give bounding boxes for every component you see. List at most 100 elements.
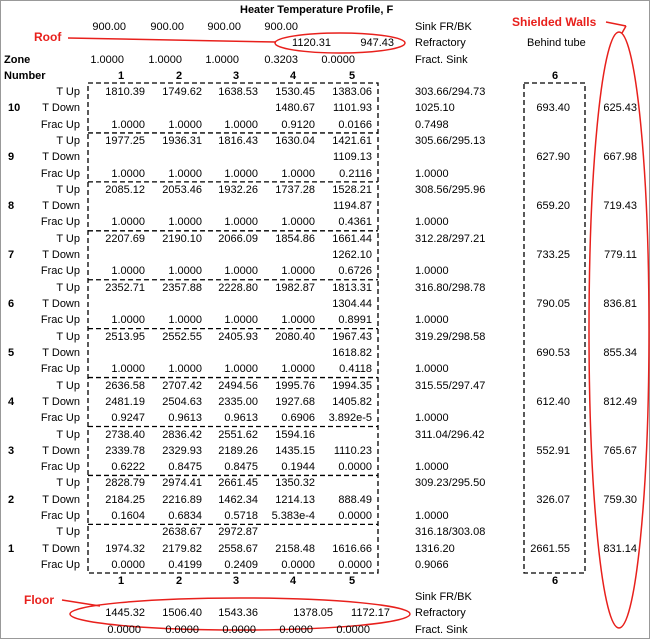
title: Heater Temperature Profile, F (240, 4, 394, 16)
value-cell: 1304.44 (332, 298, 372, 311)
zone-number: 9 (8, 151, 15, 164)
row-label: T Down (42, 542, 80, 555)
value-cell: 2066.09 (218, 232, 258, 245)
zone-number: 8 (8, 200, 15, 213)
column-number: 3 (232, 575, 240, 587)
value-cell: 2558.67 (218, 542, 258, 555)
value-cell: 2158.48 (275, 542, 315, 555)
value-cell: 0.8475 (168, 461, 202, 474)
zone-number: 3 (8, 444, 15, 457)
value-cell: 0.6726 (338, 265, 372, 278)
value-cell: 2638.67 (162, 526, 202, 539)
value-cell: 1.0000 (168, 265, 202, 278)
note: Behind tube (527, 37, 586, 49)
value-cell: 1.0000 (168, 167, 202, 180)
value-cell: 1506.40 (162, 607, 202, 619)
right-value: 0.7498 (415, 118, 449, 131)
col6-value: 790.05 (536, 298, 570, 311)
value-cell: 1.0000 (224, 167, 258, 180)
wall-value: 765.67 (603, 444, 637, 457)
column-number: 2 (175, 70, 183, 82)
value-cell: 0.6222 (111, 461, 145, 474)
value-cell: 2828.79 (105, 477, 145, 490)
value-cell: 1.0000 (224, 216, 258, 229)
row-label: Frac Up (40, 363, 80, 376)
row-label: Frac Up (40, 558, 80, 571)
value-cell: 0.2409 (224, 558, 258, 571)
row-label: T Down (42, 493, 80, 506)
right-value: 1.0000 (415, 265, 449, 278)
value-cell: 1594.16 (275, 428, 315, 441)
value-cell: 1.0000 (111, 216, 145, 229)
row-label: T Up (56, 232, 80, 245)
value-cell: 2494.56 (218, 379, 258, 392)
value-cell: 1120.31 (292, 37, 331, 49)
value-cell: 1995.76 (275, 379, 315, 392)
row-label: Fract. Sink (415, 624, 468, 636)
value-cell: 0.0000 (338, 461, 372, 474)
value-cell: 1.0000 (281, 363, 315, 376)
value-cell: 1.0000 (168, 216, 202, 229)
right-value: 308.56/295.96 (415, 183, 486, 196)
value-cell: 1618.82 (332, 346, 372, 359)
value-cell: 0.4361 (338, 216, 372, 229)
column-number: 4 (289, 70, 297, 82)
value-cell: 1462.34 (218, 493, 258, 506)
zone-number: 4 (8, 395, 15, 408)
column-number: 2 (175, 575, 183, 587)
right-value: 316.80/298.78 (415, 281, 486, 294)
roof-label: Roof (34, 30, 62, 44)
value-cell: 1378.05 (293, 607, 333, 619)
value-cell: 1480.67 (275, 102, 315, 115)
row-label: Frac Up (40, 412, 80, 425)
walls-pointer (605, 21, 627, 27)
row-label: T Up (56, 379, 80, 392)
value-cell: 2190.10 (162, 232, 202, 245)
value-cell: 1528.21 (332, 183, 372, 196)
value-cell: 0.9613 (224, 412, 258, 425)
right-value: 0.9066 (415, 558, 449, 571)
row-label: T Up (56, 183, 80, 196)
value-cell: 2738.40 (105, 428, 145, 441)
right-value: 1.0000 (415, 167, 449, 180)
value-cell: 1932.26 (218, 183, 258, 196)
column-number: 5 (348, 575, 356, 587)
value-cell: 1.0000 (148, 54, 182, 66)
row-label: T Down (42, 346, 80, 359)
value-cell: 2504.63 (162, 395, 202, 408)
col6-value: 326.07 (536, 493, 570, 506)
wall-value: 812.49 (603, 395, 637, 408)
value-cell: 0.6834 (168, 510, 202, 523)
right-value: 1316.20 (415, 542, 455, 555)
right-value: 303.66/294.73 (415, 86, 486, 98)
value-cell: 1.0000 (205, 54, 239, 66)
value-cell: 3.892e-5 (328, 412, 372, 425)
value-cell: 1661.44 (332, 232, 372, 245)
value-cell: 2184.25 (105, 493, 145, 506)
column-number: 1 (117, 575, 125, 587)
value-cell: 0.0166 (338, 118, 372, 131)
value-cell: 1982.87 (275, 281, 315, 294)
value-cell: 2357.88 (162, 281, 202, 294)
value-cell: 1810.39 (105, 86, 145, 98)
value-cell: 1445.32 (105, 607, 145, 619)
walls-pointer (621, 25, 627, 34)
value-cell: 1.0000 (281, 216, 315, 229)
walls-ellipse (588, 31, 650, 629)
row-label: T Up (56, 281, 80, 294)
value-cell: 0.8475 (224, 461, 258, 474)
zone-header: Zone (4, 54, 31, 66)
row-label: Fract. Sink (415, 54, 468, 66)
value-cell: 1927.68 (275, 395, 315, 408)
floor-ellipse (69, 597, 411, 631)
value-cell: 0.1604 (111, 510, 145, 523)
value-cell: 2551.62 (218, 428, 258, 441)
right-value: 1.0000 (415, 461, 449, 474)
right-value: 316.18/303.08 (415, 526, 486, 539)
row-label: Refractory (415, 37, 466, 49)
value-cell: 2352.71 (105, 281, 145, 294)
right-value: 311.04/296.42 (415, 428, 485, 441)
value-cell: 2329.93 (162, 444, 202, 457)
value-cell: 1172.17 (351, 607, 390, 619)
